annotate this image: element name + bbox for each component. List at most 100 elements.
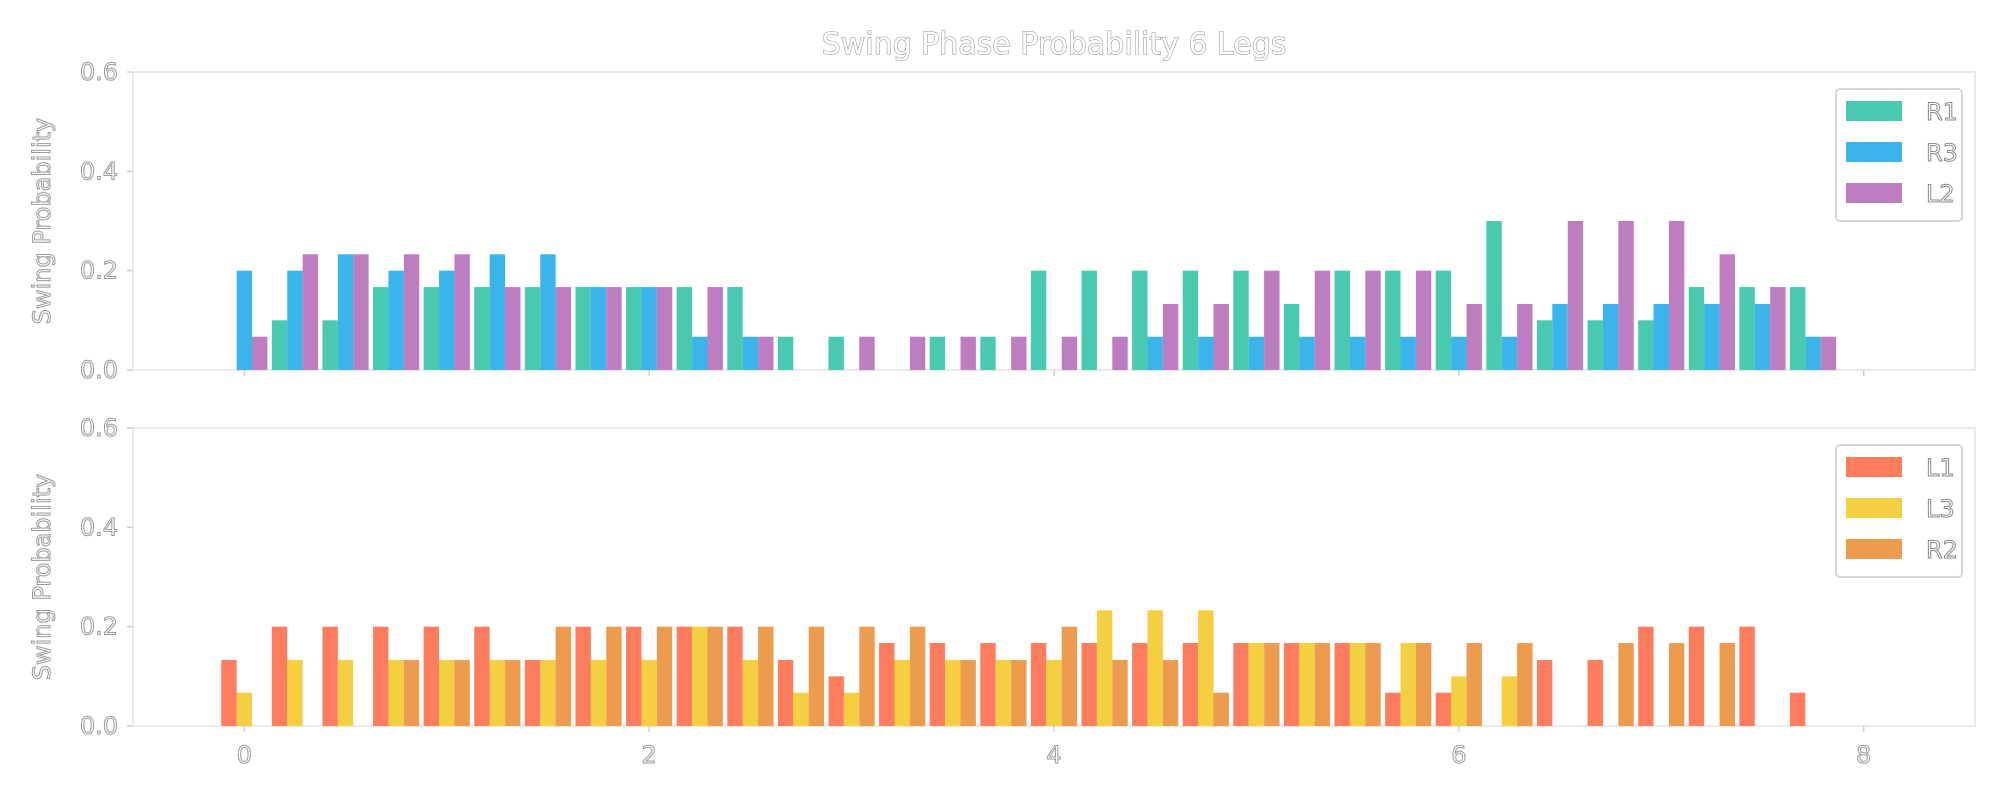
bar (692, 336, 708, 370)
bar (1618, 643, 1634, 726)
bar (590, 287, 607, 370)
bar (859, 336, 875, 370)
bar (271, 320, 288, 370)
bar (793, 692, 809, 726)
y-tick-label: 0.6 (80, 58, 118, 86)
bar (1415, 270, 1432, 370)
bar (1638, 626, 1654, 726)
bar (980, 336, 996, 370)
legend-swatch (1846, 539, 1902, 559)
bar (403, 659, 420, 726)
bar (1248, 643, 1265, 726)
bar (1501, 336, 1518, 370)
bar (929, 336, 946, 370)
legend: R1 R3 L2 (1835, 88, 1963, 222)
bar (1132, 270, 1148, 370)
bar (1046, 659, 1062, 726)
bar (454, 659, 470, 726)
bar (1517, 643, 1533, 726)
y-tick-label: 0.2 (80, 613, 118, 641)
legend-label: L3 (1926, 495, 1955, 523)
legend-label: L2 (1926, 180, 1955, 208)
bar (1264, 270, 1280, 370)
bar (742, 336, 759, 370)
bar (373, 287, 389, 370)
bar (403, 254, 420, 370)
bar (1314, 643, 1331, 726)
y-axis-label: Swing Probability (28, 474, 56, 680)
bar (945, 659, 961, 726)
subplot-2: 0.0 0.2 0.4 0.6 0 2 4 6 8 Swing Probability L1 L3 R2 (28, 414, 1976, 770)
bar (388, 659, 404, 726)
bar (707, 287, 723, 370)
bar (1283, 303, 1300, 370)
bar (1400, 643, 1416, 726)
bar (1466, 303, 1482, 370)
bar (1602, 303, 1619, 370)
bar (859, 626, 875, 726)
legend-label: R1 (1926, 98, 1958, 126)
bar (524, 287, 541, 370)
bar (828, 336, 844, 370)
x-tick-label: 2 (642, 741, 657, 769)
bar (1638, 320, 1654, 370)
bar (727, 626, 743, 726)
bar (1536, 320, 1553, 370)
bar (995, 659, 1012, 726)
bar (474, 287, 490, 370)
bar (641, 659, 657, 726)
legend: L1 L3 R2 (1835, 444, 1963, 578)
bar (626, 287, 642, 370)
bar (1653, 303, 1669, 370)
bar (777, 659, 794, 726)
bar (1618, 221, 1634, 370)
bar (1739, 626, 1755, 726)
bar (302, 254, 319, 370)
bar (505, 287, 521, 370)
bar (909, 336, 926, 370)
bar (1182, 270, 1199, 370)
bar (252, 336, 268, 370)
legend-swatch (1846, 457, 1902, 477)
bar (322, 320, 338, 370)
bar (1400, 336, 1416, 370)
y-tick-label: 0.0 (80, 712, 118, 740)
bar (489, 254, 506, 370)
bar (960, 336, 976, 370)
bar (1061, 626, 1078, 726)
bar (1552, 303, 1568, 370)
bar (641, 287, 657, 370)
y-tick-label: 0.4 (80, 157, 118, 185)
bar (676, 626, 693, 726)
bar (236, 270, 253, 370)
bar (373, 626, 389, 726)
bar (1789, 287, 1806, 370)
bar (808, 626, 825, 726)
bar (505, 659, 521, 726)
bar (1466, 643, 1482, 726)
bar (1198, 610, 1214, 726)
bar (727, 287, 743, 370)
bar (322, 626, 338, 726)
series-R2 (403, 626, 1735, 726)
bar (1030, 270, 1047, 370)
bar (1451, 336, 1467, 370)
bar (1162, 303, 1179, 370)
bar (1011, 336, 1027, 370)
bar (474, 626, 490, 726)
bar (1385, 270, 1401, 370)
legend-label: R2 (1926, 536, 1958, 564)
bar (828, 676, 844, 726)
bar (236, 692, 253, 726)
bar (337, 254, 354, 370)
bar (1739, 287, 1755, 370)
bar (1314, 270, 1331, 370)
bar (524, 659, 541, 726)
bar (879, 643, 895, 726)
bar (1435, 692, 1452, 726)
bar (1349, 643, 1366, 726)
bar (1283, 643, 1300, 726)
bar (1299, 336, 1315, 370)
bar (626, 626, 642, 726)
chart-title: Swing Phase Probability 6 Legs (822, 27, 1287, 62)
